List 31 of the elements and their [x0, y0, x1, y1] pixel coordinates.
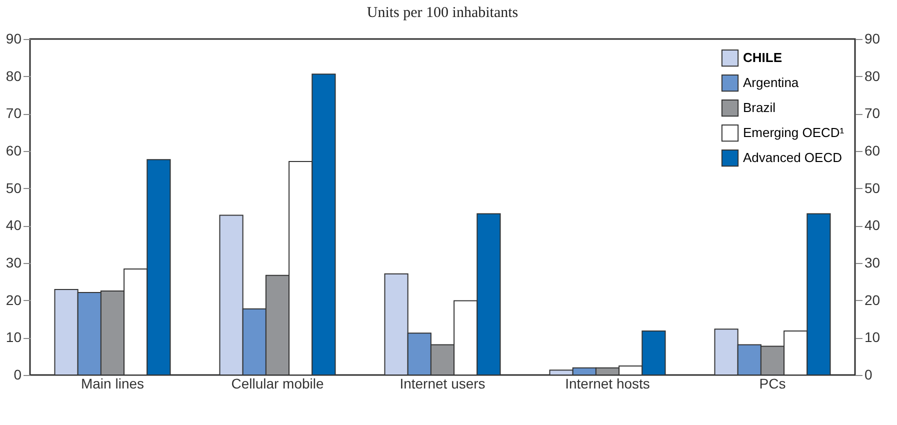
y-tick-label: 30: [6, 254, 22, 270]
chart-subtitle: Units per 100 inhabitants: [366, 5, 518, 21]
y-tick-label: 50: [6, 180, 22, 196]
y2-tick-label: 80: [864, 68, 880, 84]
y-tick-label: 40: [6, 217, 22, 234]
y-tick-label: 60: [6, 142, 22, 158]
y2-tick-label: 20: [864, 292, 880, 308]
y2-tick-label: 90: [864, 30, 880, 46]
y2-tick-label: 50: [864, 180, 880, 196]
legend-label: Emerging OECD¹: [743, 125, 845, 140]
legend-label: Brazil: [743, 100, 776, 115]
y-tick-label: 10: [6, 329, 22, 346]
y-tick-label: 70: [6, 105, 22, 122]
y2-tick-label: 10: [864, 329, 880, 346]
x-tick-label: PCs: [759, 376, 786, 392]
y2-tick-label: 30: [864, 254, 880, 270]
y-tick-label: 0: [14, 366, 22, 382]
y2-tick-label: 60: [864, 142, 880, 158]
y2-tick-label: 70: [864, 105, 880, 122]
x-tick-label: Internet users: [400, 376, 486, 392]
y-tick-label: 20: [6, 292, 22, 308]
y2-tick-label: 0: [864, 366, 872, 382]
y-tick-label: 80: [6, 68, 22, 84]
x-tick-label: Cellular mobile: [231, 376, 324, 392]
y2-tick-label: 40: [864, 217, 880, 234]
legend-label: Advanced OECD: [743, 150, 842, 165]
legend-label: Argentina: [743, 75, 800, 90]
x-tick-label: Main lines: [80, 376, 144, 392]
x-tick-label: Internet hosts: [565, 376, 650, 392]
legend-label: CHILE: [743, 50, 782, 65]
y-tick-label: 90: [6, 30, 22, 46]
